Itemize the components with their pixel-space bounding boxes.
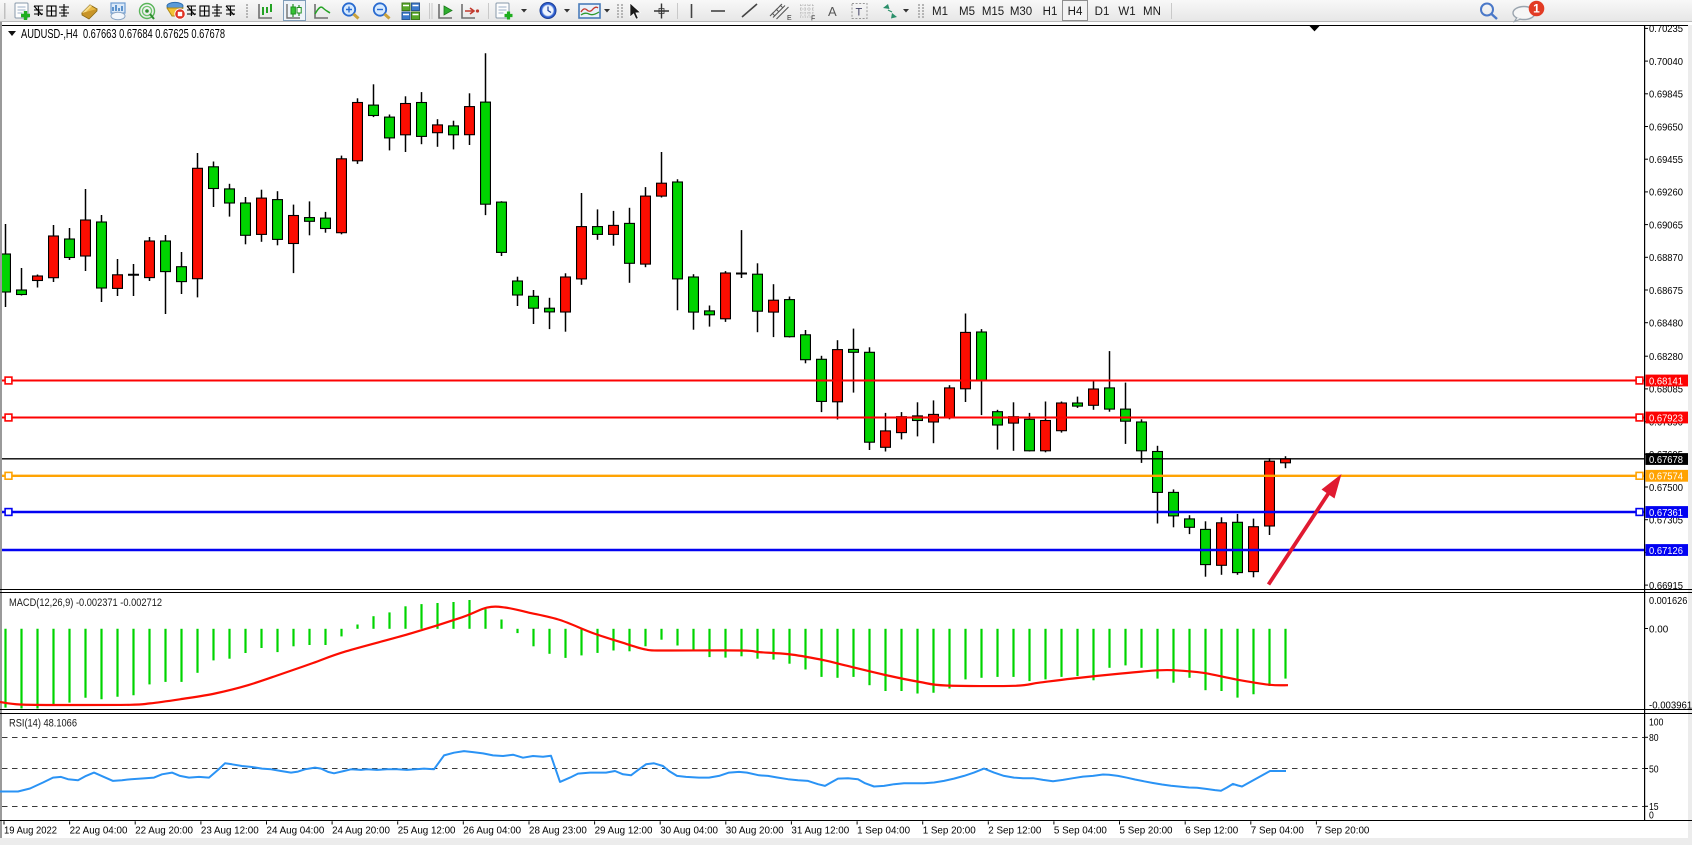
svg-text:100: 100	[1649, 718, 1664, 729]
svg-text:M15: M15	[982, 6, 1004, 18]
svg-text:0.69455: 0.69455	[1649, 155, 1683, 166]
svg-text:0.67305: 0.67305	[1649, 516, 1683, 527]
svg-text:T: T	[856, 7, 863, 19]
svg-text:MACD(12,26,9) -0.002371 -0.002: MACD(12,26,9) -0.002371 -0.002712	[9, 597, 162, 609]
svg-text:0.67500: 0.67500	[1649, 483, 1683, 494]
svg-text:1 Sep 04:00: 1 Sep 04:00	[857, 826, 910, 837]
svg-text:MN: MN	[1143, 6, 1161, 18]
svg-text:15: 15	[1649, 802, 1659, 813]
svg-text:6 Sep 12:00: 6 Sep 12:00	[1185, 826, 1238, 837]
svg-text:0.68870: 0.68870	[1649, 253, 1683, 264]
svg-text:5 Sep 04:00: 5 Sep 04:00	[1054, 826, 1107, 837]
svg-text:H4: H4	[1068, 6, 1083, 18]
svg-text:24 Aug 04:00: 24 Aug 04:00	[267, 826, 325, 837]
svg-text:0.67678: 0.67678	[1649, 455, 1683, 466]
svg-text:1: 1	[1533, 2, 1540, 16]
svg-text:0.69650: 0.69650	[1649, 122, 1683, 133]
svg-text:0.00: 0.00	[1649, 624, 1668, 635]
svg-text:0.67923: 0.67923	[1649, 413, 1683, 424]
svg-text:E: E	[787, 15, 792, 22]
svg-text:AUDUSD-,H4 0.67663 0.67684 0.: AUDUSD-,H4 0.67663 0.67684 0.67625 0.676…	[21, 27, 225, 41]
svg-text:0.69065: 0.69065	[1649, 220, 1683, 231]
svg-text:0.70040: 0.70040	[1649, 57, 1683, 68]
svg-text:80: 80	[1649, 733, 1659, 744]
svg-text:30 Aug 20:00: 30 Aug 20:00	[726, 826, 784, 837]
svg-text:0.67361: 0.67361	[1649, 508, 1683, 519]
svg-text:50: 50	[1649, 764, 1659, 775]
svg-text:RSI(14) 48.1066: RSI(14) 48.1066	[9, 718, 77, 730]
svg-text:0.70235: 0.70235	[1649, 24, 1683, 35]
svg-text:0.69845: 0.69845	[1649, 90, 1683, 101]
svg-text:0.66915: 0.66915	[1649, 581, 1683, 592]
svg-text:24 Aug 20:00: 24 Aug 20:00	[332, 826, 390, 837]
svg-text:31 Aug 12:00: 31 Aug 12:00	[791, 826, 849, 837]
svg-text:0.67126: 0.67126	[1649, 546, 1683, 557]
svg-text:7 Sep 04:00: 7 Sep 04:00	[1251, 826, 1304, 837]
svg-text:0.001626: 0.001626	[1649, 596, 1688, 607]
svg-text:30 Aug 04:00: 30 Aug 04:00	[660, 826, 718, 837]
svg-text:M30: M30	[1010, 6, 1032, 18]
svg-text:D1: D1	[1095, 6, 1110, 18]
svg-text:F: F	[811, 16, 815, 23]
svg-text:M1: M1	[932, 6, 948, 18]
svg-text:-0.003961: -0.003961	[1649, 700, 1692, 711]
svg-text:0: 0	[1649, 810, 1654, 821]
svg-text:0.68280: 0.68280	[1649, 352, 1683, 363]
svg-text:7 Sep 20:00: 7 Sep 20:00	[1316, 826, 1369, 837]
svg-text:0.68085: 0.68085	[1649, 385, 1683, 396]
svg-text:22 Aug 20:00: 22 Aug 20:00	[135, 826, 193, 837]
svg-text:0.69260: 0.69260	[1649, 188, 1683, 199]
svg-text:1 Sep 20:00: 1 Sep 20:00	[923, 826, 976, 837]
svg-text:0.68675: 0.68675	[1649, 286, 1683, 297]
svg-text:0.68480: 0.68480	[1649, 319, 1683, 330]
svg-text:0.67574: 0.67574	[1649, 472, 1683, 483]
svg-text:H1: H1	[1043, 6, 1058, 18]
svg-text:W1: W1	[1118, 6, 1135, 18]
svg-text:2 Sep 12:00: 2 Sep 12:00	[988, 826, 1041, 837]
svg-text:23 Aug 12:00: 23 Aug 12:00	[201, 826, 259, 837]
svg-text:A: A	[828, 4, 837, 19]
svg-text:26 Aug 04:00: 26 Aug 04:00	[463, 826, 521, 837]
svg-text:19 Aug 2022: 19 Aug 2022	[4, 826, 57, 837]
svg-text:5 Sep 20:00: 5 Sep 20:00	[1120, 826, 1173, 837]
svg-text:22 Aug 04:00: 22 Aug 04:00	[70, 826, 128, 837]
svg-text:M5: M5	[959, 6, 975, 18]
svg-text:25 Aug 12:00: 25 Aug 12:00	[398, 826, 456, 837]
svg-text:29 Aug 12:00: 29 Aug 12:00	[595, 826, 653, 837]
svg-text:0.68141: 0.68141	[1649, 376, 1683, 387]
svg-text:28 Aug 23:00: 28 Aug 23:00	[529, 826, 587, 837]
